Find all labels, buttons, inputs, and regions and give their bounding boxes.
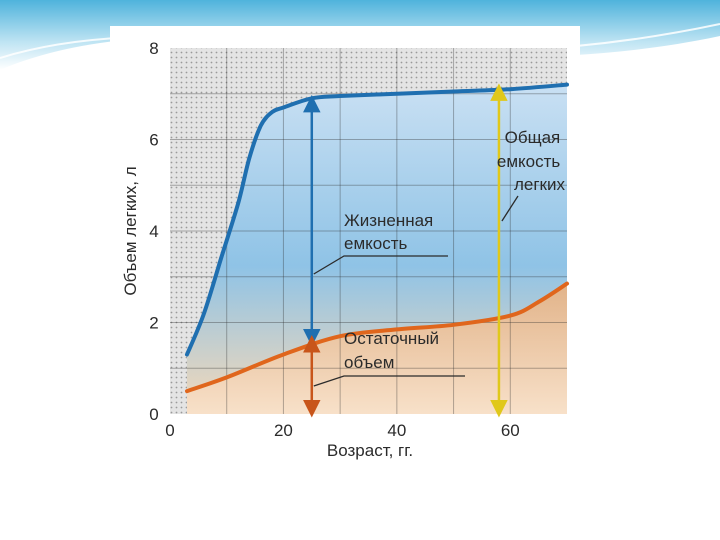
x-tick-label: 60	[501, 421, 520, 440]
lung-volume-chart: 0 2 4 6 8 0 20 40 60 Объем легких, л Возраст, гг…	[121, 39, 569, 460]
y-tick-label: 8	[149, 39, 158, 58]
vital-capacity-leader	[313, 255, 448, 275]
annotation-residual-volume: Остаточный объем	[344, 329, 444, 372]
x-tick-label: 40	[387, 421, 406, 440]
residual-volume-leader	[313, 375, 465, 387]
figure-panel: 0 2 4 6 8 0 20 40 60 Объем легких, л Возраст, гг…	[110, 26, 580, 476]
y-tick-label: 6	[149, 131, 158, 150]
y-axis-label: Объем легких, л	[121, 166, 140, 295]
y-tick-label: 2	[149, 314, 158, 333]
y-tick-label: 0	[149, 405, 158, 424]
residual-volume-curve	[185, 281, 569, 394]
annotation-vital-capacity-line2: емкость	[344, 234, 408, 253]
annotation-vital-capacity-line1: Жизненная	[344, 211, 433, 230]
total-capacity-leader	[501, 195, 519, 222]
annotation-residual-volume-line1: Остаточный	[344, 329, 439, 348]
annotation-total-capacity-line3: легких	[514, 175, 566, 194]
y-tick-label: 4	[149, 222, 158, 241]
x-axis-label: Возраст, гг.	[327, 441, 413, 460]
residual-volume-area	[187, 283, 567, 414]
annotation-total-capacity-line2: емкость	[497, 152, 561, 171]
x-tick-label: 20	[274, 421, 293, 440]
x-tick-label: 0	[165, 421, 174, 440]
annotation-vital-capacity: Жизненная емкость	[344, 211, 438, 253]
axis-ticks: 0 2 4 6 8 0 20 40 60	[149, 39, 519, 440]
annotation-total-capacity: Общая емкость легких	[497, 128, 566, 194]
annotation-residual-volume-line2: объем	[344, 353, 394, 372]
volume-arrows	[303, 83, 508, 418]
annotation-leaders	[313, 195, 519, 387]
total-capacity-curve	[185, 82, 569, 357]
annotation-total-capacity-line1: Общая	[505, 128, 561, 147]
